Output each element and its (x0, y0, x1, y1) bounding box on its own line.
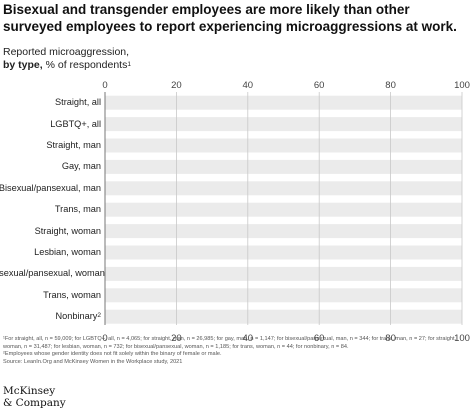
logo-line-2: & Company (3, 397, 66, 409)
row-band (105, 95, 462, 110)
category-label-text: Bisexual/pansexual, woman (0, 268, 105, 279)
chart-plot-area (104, 92, 463, 325)
category-label-text: Straight, man (46, 140, 101, 150)
x-tick-label-bottom: 0 (102, 333, 108, 345)
category-label: Trans, man (0, 204, 101, 215)
chart-title: Bisexual and transgender employees are m… (3, 2, 457, 34)
footnotes: ¹For straight, all, n = 59,009; for LGBT… (3, 336, 471, 366)
subtitle-line-2: by type, % of respondents1 (3, 59, 303, 72)
category-label-text: LGBTQ+, all (50, 118, 101, 129)
chart-subtitle: Reported microaggression, by type, % of … (3, 46, 303, 72)
row-band (105, 117, 462, 132)
x-tick-label: 40 (242, 80, 254, 91)
bar-chart: Straight, all LGBTQ+, all Straight, man Gay… (0, 80, 474, 344)
category-label: Bisexual/pansexual, man (0, 183, 101, 194)
category-label-text: Bisexual/pansexual, man (0, 182, 101, 193)
category-label: Bisexual/pansexual, woman (0, 268, 105, 279)
category-label-text: Lesbian, woman (34, 247, 101, 257)
category-label: Gay, man (0, 161, 101, 172)
subtitle-line-1: Reported microaggression, (3, 46, 130, 58)
row-band (105, 224, 462, 239)
row-band (105, 309, 462, 324)
x-tick-label-bottom: 40 (242, 333, 254, 345)
mckinsey-logo: McKinsey & Company (3, 385, 66, 409)
category-label: LGBTQ+, all (0, 119, 101, 130)
row-band (105, 138, 462, 153)
row-band (105, 181, 462, 196)
category-label: Straight, man (0, 140, 101, 151)
footnote-2: ²Employees whose gender identity does no… (3, 351, 222, 357)
subtitle-bold: by type, (3, 59, 43, 71)
category-label-text: Straight, woman (34, 225, 101, 236)
x-tick-label: 60 (313, 80, 325, 91)
row-band (105, 159, 462, 174)
category-label-text: Gay, man (61, 161, 101, 172)
row-band (105, 288, 462, 303)
x-tick-label-bottom: 100 (454, 333, 470, 345)
footnote-1: ¹For straight, all, n = 59,009; for LGBT… (3, 336, 457, 350)
x-tick-label: 20 (171, 80, 182, 91)
x-tick-label-bottom: 60 (313, 333, 325, 345)
category-label-text: Trans, woman (43, 289, 101, 300)
row-band (105, 266, 462, 281)
subtitle-rest: % of respondents (42, 59, 128, 71)
category-label: Straight, woman (0, 226, 101, 237)
category-label: Lesbian, woman (0, 247, 101, 258)
x-tick-label: 80 (385, 80, 396, 91)
logo-line-1: McKinsey (3, 385, 56, 397)
x-tick-label-bottom: 20 (171, 333, 182, 345)
category-label: Straight, all (0, 97, 101, 108)
category-label-text: Trans, man (54, 204, 101, 215)
x-tick-label: 0 (102, 80, 108, 91)
category-label: Trans, woman (0, 290, 101, 301)
subtitle-footnote-mark: 1 (127, 61, 131, 68)
row-band (105, 245, 462, 260)
x-tick-label-bottom: 80 (385, 333, 396, 345)
category-label: Nonbinary2 (0, 311, 101, 322)
category-footnote-mark: 2 (97, 312, 101, 320)
category-label-text: Straight, all (55, 97, 101, 108)
row-band (105, 202, 462, 217)
x-tick-label: 100 (454, 80, 470, 91)
source-note: Source: LeanIn.Org and McKinsey Women in… (3, 358, 183, 365)
category-label-text: Nonbinary (55, 311, 98, 322)
